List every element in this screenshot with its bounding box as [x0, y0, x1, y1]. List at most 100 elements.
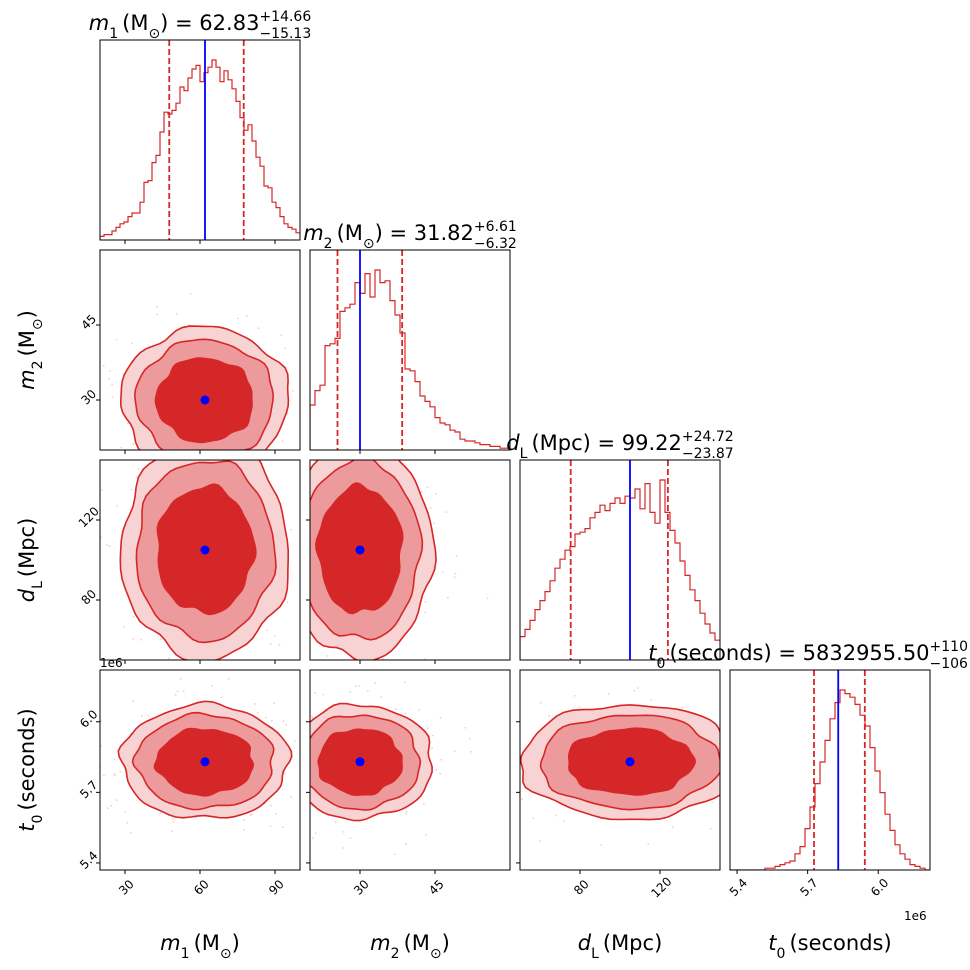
scatter-point: [757, 799, 759, 801]
scatter-point: [548, 714, 551, 717]
label-unit: (seconds): [15, 708, 39, 810]
x-tick-label: 30: [351, 877, 372, 898]
x-offset-text: 1e6: [904, 909, 927, 923]
scatter-point: [731, 792, 733, 794]
scatter-point: [741, 807, 743, 809]
label-symbol: m: [160, 931, 180, 955]
scatter-point: [355, 663, 357, 665]
scatter-point: [184, 678, 186, 680]
x-axis-label-t0: t0 (seconds): [768, 931, 891, 962]
label-subscript: 2: [30, 360, 46, 369]
truth-point: [625, 757, 635, 767]
scatter-point: [754, 762, 756, 764]
scatter-point: [295, 614, 297, 616]
title-value: ) = 62.83: [160, 11, 259, 35]
scatter-point: [103, 774, 105, 777]
scatter-point: [743, 703, 745, 705]
scatter-point: [788, 748, 790, 750]
scatter-point: [470, 750, 472, 753]
scatter-point: [306, 740, 308, 742]
scatter-point: [100, 745, 103, 747]
x-tick-label: 120: [648, 874, 674, 900]
scatter-point: [650, 698, 653, 701]
scatter-point: [172, 817, 174, 820]
scatter-point: [433, 522, 436, 524]
y-tick-label: 30: [78, 387, 99, 408]
scatter-point: [312, 447, 314, 449]
scatter-point: [283, 771, 286, 774]
title-error-plus: +24.72: [682, 429, 734, 445]
scatter-point: [351, 446, 353, 448]
label-symbol: t: [15, 823, 39, 832]
y-tick-label: 80: [78, 587, 99, 608]
scatter-point: [116, 504, 118, 507]
scatter-point: [304, 671, 306, 673]
label-symbol: d: [15, 588, 39, 602]
scatter-point: [403, 681, 406, 684]
y-axis-label-dL: dL (Mpc): [15, 518, 46, 603]
scatter-point: [108, 545, 111, 547]
panel-frame: [309, 459, 511, 661]
scatter-point: [283, 777, 285, 779]
scatter-point: [447, 596, 449, 599]
scatter-point: [280, 334, 283, 336]
contours-m2-dL: [310, 460, 437, 660]
scatter-point: [607, 693, 610, 695]
scatter-point: [728, 791, 730, 793]
scatter-point: [65, 773, 67, 775]
scatter-point: [751, 825, 753, 827]
scatter-point: [156, 305, 158, 308]
histogram-dL: [520, 479, 720, 660]
y-offset-text: 1e6: [100, 656, 123, 670]
scatter-point: [405, 812, 407, 815]
scatter-point: [539, 840, 541, 842]
scatter-point: [422, 803, 425, 805]
scatter-point: [140, 638, 143, 641]
panel-m1-t0: 30 60 90 5.4 5.7 6.0: [65, 669, 301, 898]
scatter-point: [455, 554, 458, 557]
scatter-point: [681, 706, 684, 709]
scatter-point: [174, 694, 177, 696]
scatter-point: [493, 755, 495, 757]
scatter-point: [394, 438, 396, 440]
scatter-point: [393, 853, 396, 856]
scatter-point: [441, 672, 443, 674]
scatter-point: [301, 432, 303, 434]
scatter-point: [303, 738, 305, 740]
scatter-point: [424, 611, 426, 614]
scatter-point: [107, 807, 109, 810]
panel-frame: [519, 669, 721, 871]
scatter-point: [439, 772, 442, 775]
scatter-point: [111, 383, 113, 386]
scatter-point: [132, 615, 135, 618]
label-unit-subscript: ⊙: [148, 26, 160, 42]
title-m1: m1 (M⊙) = 62.83+14.66 −15.13: [89, 9, 312, 42]
scatter-point: [227, 677, 230, 680]
scatter-point: [81, 494, 83, 496]
scatter-point: [407, 433, 409, 435]
scatter-point: [270, 719, 273, 722]
label-subscript: 1: [181, 946, 190, 962]
scatter-point: [312, 837, 314, 840]
x-tick-label: 45: [426, 877, 447, 898]
scatter-point: [744, 780, 746, 782]
x-tick-label: 5.4: [727, 876, 750, 899]
panel-dL-t0: 80 120: [474, 669, 790, 900]
scatter-point: [185, 455, 187, 457]
scatter-point: [425, 833, 427, 836]
scatter-point: [474, 712, 476, 714]
scatter-point: [405, 843, 408, 846]
scatter-point: [333, 388, 335, 390]
scatter-point: [744, 773, 746, 775]
scatter-point: [97, 442, 99, 444]
x-tick-label: 30: [116, 877, 137, 898]
scatter-point: [435, 768, 438, 771]
scatter-point: [293, 760, 295, 762]
scatter-point: [404, 455, 406, 457]
scatter-point: [156, 313, 159, 316]
scatter-point: [290, 528, 293, 531]
scatter-point: [100, 489, 103, 491]
x-axis-label-dL: dL (Mpc): [578, 931, 663, 962]
scatter-point: [464, 726, 467, 729]
label-symbol: d: [506, 431, 520, 455]
